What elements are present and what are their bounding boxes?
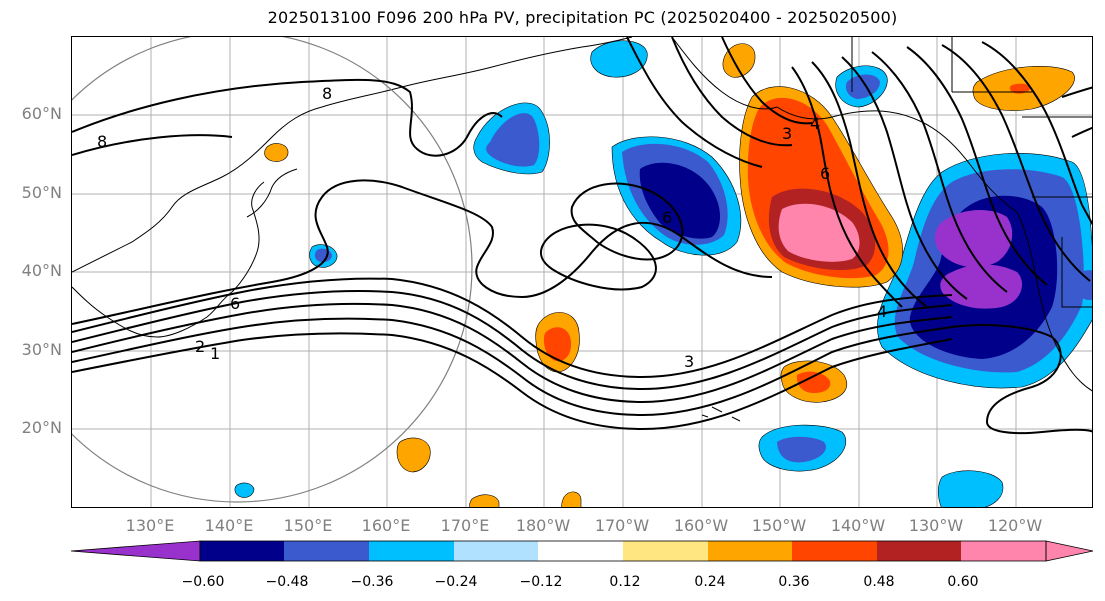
contour-label-group: 8 8 6 2 1 3 4 6 3 4 6 <box>97 84 887 371</box>
colorbar-extend-low <box>70 540 201 562</box>
colorbar-cell <box>623 541 708 561</box>
colorbar-tick-024: 0.24 <box>694 574 726 590</box>
lon-label-150e: 150°E <box>283 516 333 535</box>
lon-label-150w: 150°W <box>751 516 807 535</box>
contour-label-4a: 4 <box>877 302 887 321</box>
neg-blob-south <box>937 470 1004 507</box>
lon-label-130e: 130°E <box>125 516 175 535</box>
lat-label-30n: 30°N <box>21 340 62 359</box>
contour-label-6b: 6 <box>662 208 672 227</box>
colorbar-cell <box>454 541 538 561</box>
map-panel: 8 8 6 2 1 3 4 6 3 4 6 <box>71 36 1093 508</box>
lat-label-40n: 40°N <box>21 261 62 280</box>
lon-label-120w: 120°W <box>987 516 1043 535</box>
colorbar-outline <box>199 540 1047 562</box>
map-title: 2025013100 F096 200 hPa PV, precipitatio… <box>267 8 898 27</box>
colorbar-cell <box>200 541 284 561</box>
contour-label-6c: 6 <box>820 164 830 183</box>
colorbar-tick-neg048: −0.48 <box>265 574 309 590</box>
contour-label-8a: 8 <box>322 84 332 103</box>
colorbar-tick-060: 0.60 <box>947 574 979 590</box>
contour-label-3a: 3 <box>684 352 694 371</box>
contour-label-2: 2 <box>195 337 205 356</box>
lon-label-160w: 160°W <box>673 516 729 535</box>
contour-label-8b: 8 <box>97 132 107 151</box>
coastlines <box>72 37 1092 422</box>
colorbar <box>70 540 1094 562</box>
colorbar-tick-neg012: −0.12 <box>519 574 563 590</box>
pos-blob-west-small-1 <box>264 143 289 162</box>
lon-label-170e: 170°E <box>440 516 490 535</box>
colorbar-tick-neg060: −0.60 <box>181 574 225 590</box>
colorbar-extend-high <box>1045 540 1094 562</box>
region-circle <box>72 37 473 503</box>
contour-label-1: 1 <box>210 344 220 363</box>
colorbar-cell <box>877 541 961 561</box>
contour-label-4b: 4 <box>810 114 820 133</box>
lat-label-20n: 20°N <box>21 418 62 437</box>
colorbar-tick-036: 0.36 <box>778 574 810 590</box>
pos-blob-north-1 <box>722 43 756 78</box>
lon-label-160e: 160°E <box>361 516 411 535</box>
colorbar-cell <box>961 541 1046 561</box>
contour-label-3b: 3 <box>782 124 792 143</box>
colorbar-cell <box>284 541 369 561</box>
pv-contours <box>72 37 1092 435</box>
colorbar-cell <box>538 541 623 561</box>
lon-label-140e: 140°E <box>204 516 254 535</box>
colorbar-tick-012: 0.12 <box>609 574 641 590</box>
lat-label-60n: 60°N <box>21 104 62 123</box>
lon-label-130w: 130°W <box>908 516 964 535</box>
lat-label-50n: 50°N <box>21 183 62 202</box>
colorbar-tick-neg024: −0.24 <box>434 574 478 590</box>
map-svg: 8 8 6 2 1 3 4 6 3 4 6 <box>72 37 1092 507</box>
contour-label-6: 6 <box>230 294 240 313</box>
lon-label-170w: 170°W <box>594 516 650 535</box>
lon-label-140w: 140°W <box>830 516 886 535</box>
precip-anomaly-shading <box>234 40 1092 507</box>
colorbar-tick-neg036: −0.36 <box>350 574 394 590</box>
colorbar-cell <box>369 541 454 561</box>
colorbar-tick-048: 0.48 <box>863 574 895 590</box>
colorbar-cell <box>708 541 792 561</box>
lon-label-180w: 180°W <box>515 516 571 535</box>
colorbar-cell <box>792 541 877 561</box>
